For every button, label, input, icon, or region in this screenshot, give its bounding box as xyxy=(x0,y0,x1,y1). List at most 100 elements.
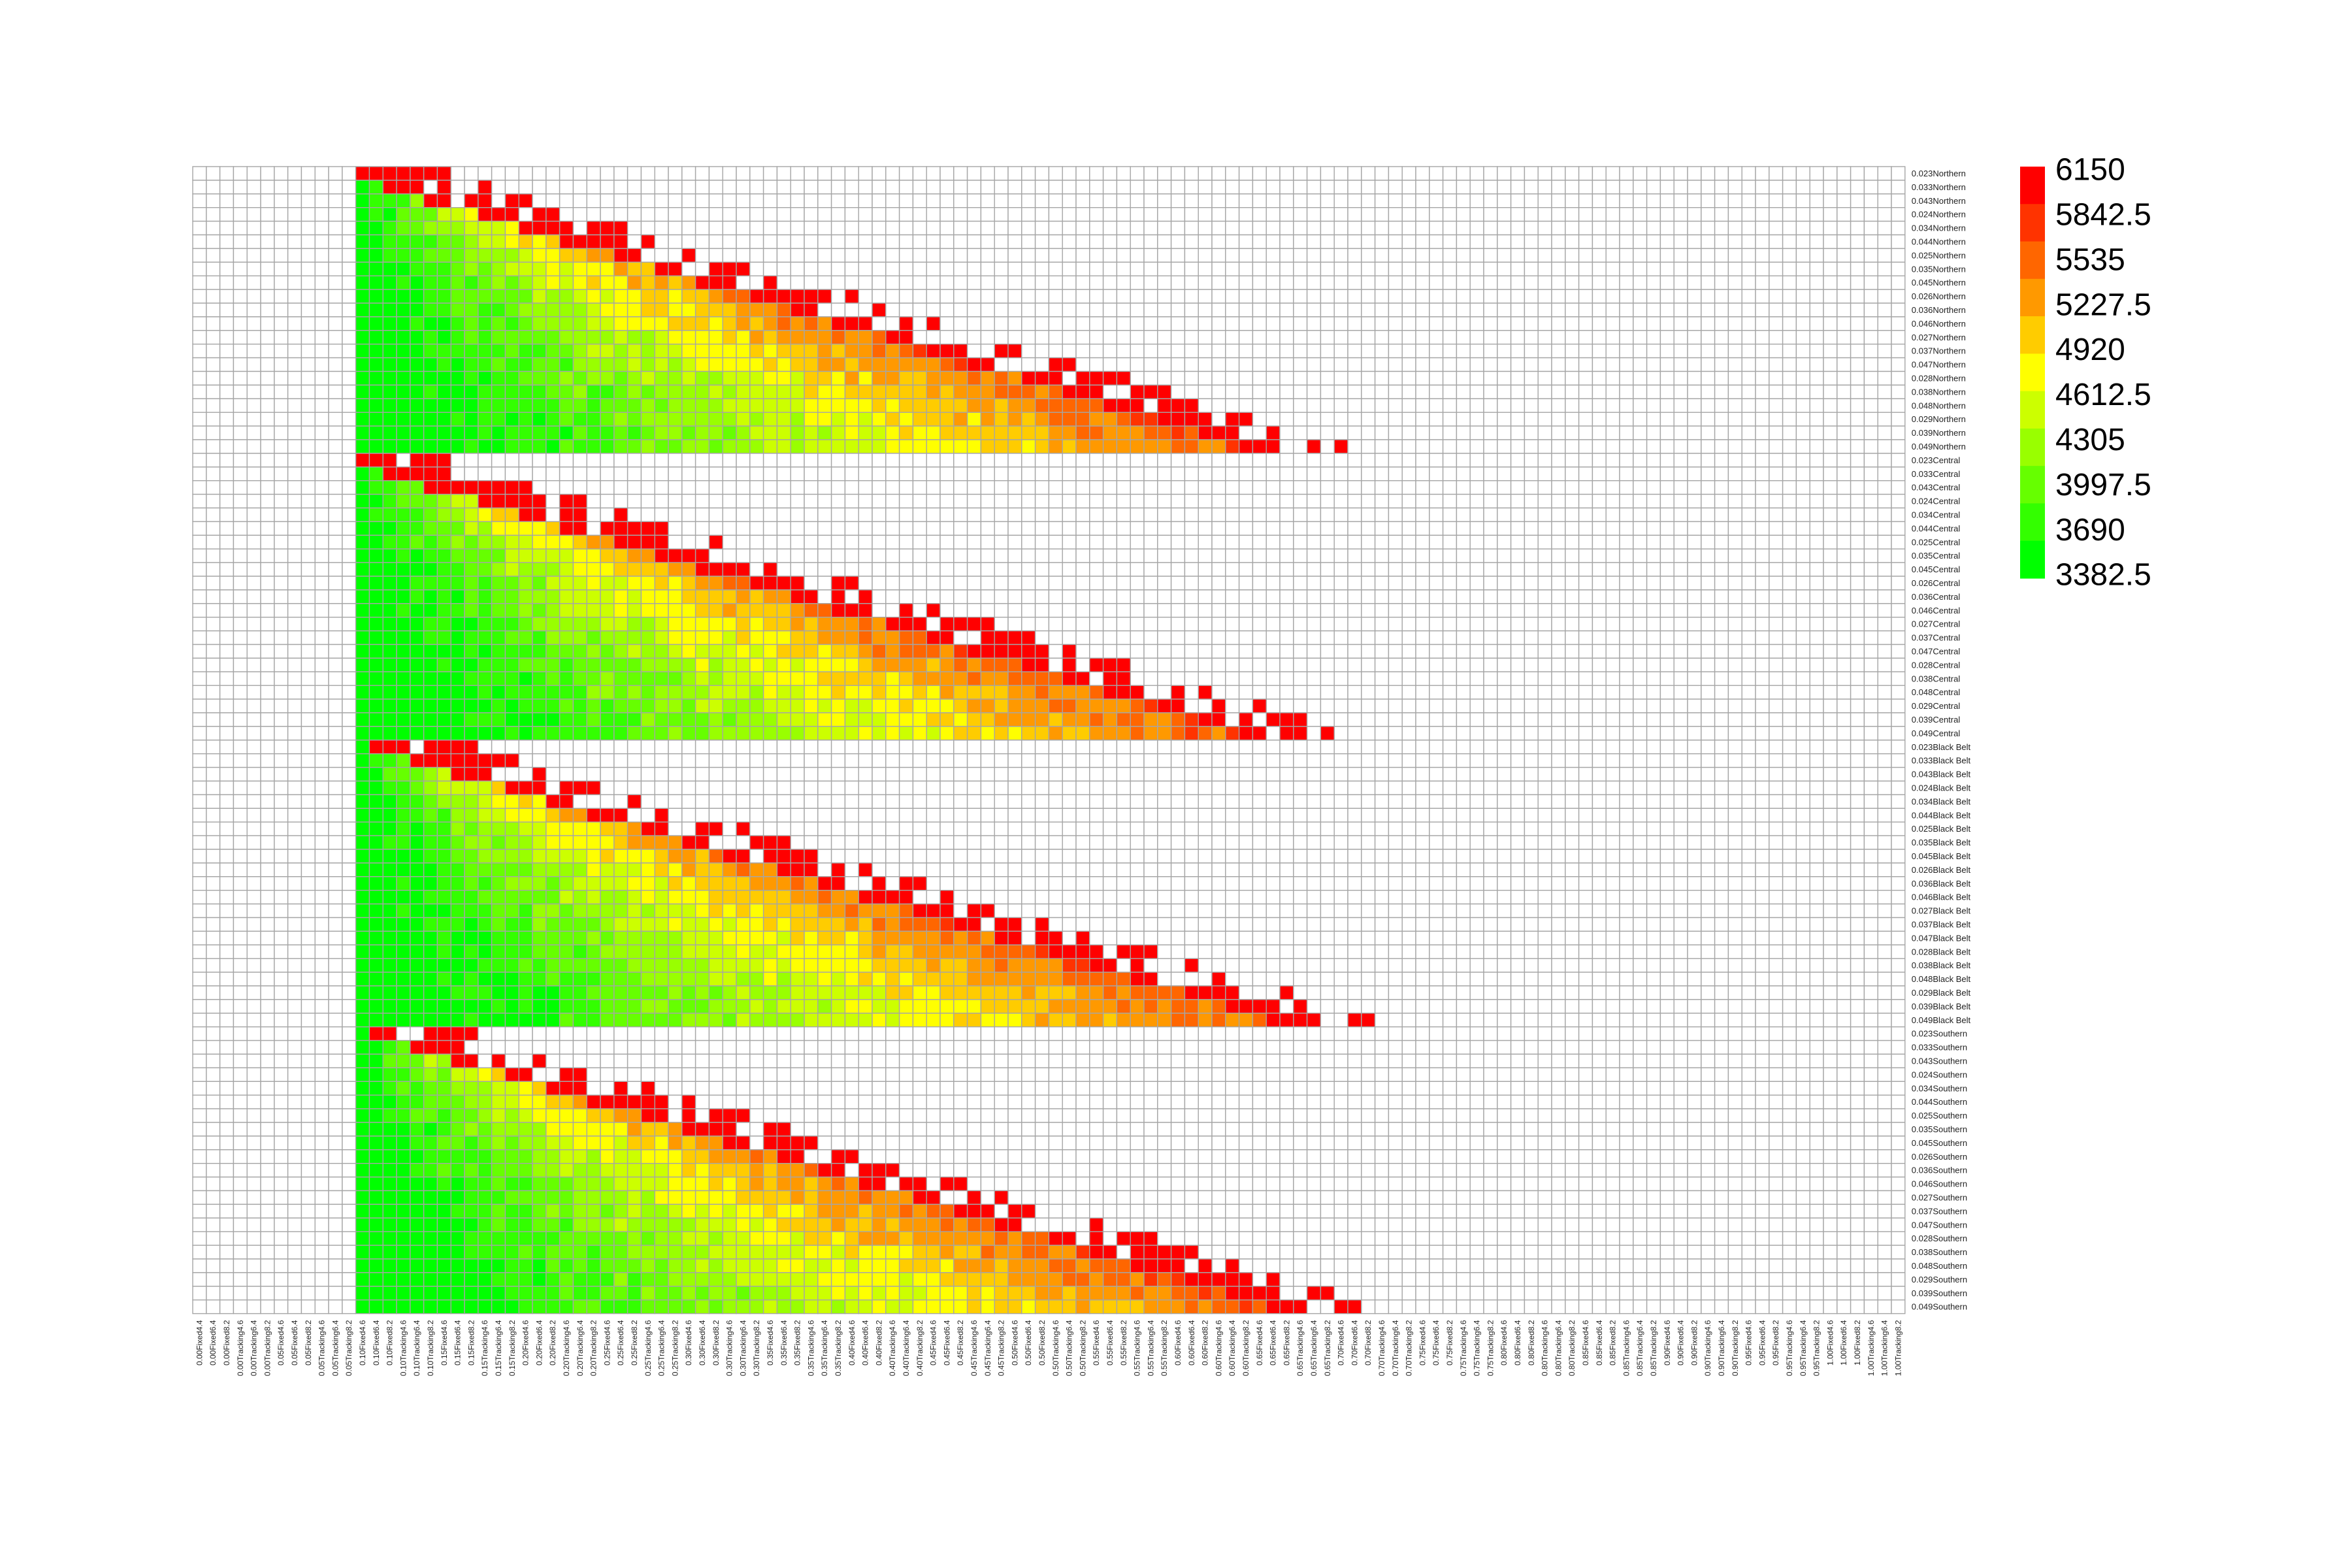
heatmap-cell xyxy=(1238,589,1254,604)
heatmap-cell xyxy=(1062,261,1077,276)
heatmap-cell xyxy=(994,480,1009,495)
heatmap-cell xyxy=(1469,562,1484,577)
heatmap-cell xyxy=(926,439,941,454)
heatmap-cell xyxy=(627,630,642,645)
heatmap-cell xyxy=(885,166,900,181)
heatmap-cell xyxy=(804,534,819,549)
heatmap-cell xyxy=(1809,480,1824,495)
heatmap-cell xyxy=(885,370,900,386)
heatmap-cell xyxy=(1198,234,1213,250)
heatmap-cell xyxy=(1157,493,1172,509)
heatmap-cell xyxy=(1578,302,1593,318)
heatmap-cell xyxy=(1429,234,1444,250)
heatmap-cell xyxy=(804,453,819,468)
heatmap-cell xyxy=(600,698,615,713)
heatmap-cell xyxy=(953,644,968,659)
heatmap-cell xyxy=(939,261,955,276)
heatmap-cell xyxy=(1170,617,1186,632)
heatmap-cell xyxy=(586,166,601,181)
heatmap-cell xyxy=(1769,657,1784,673)
heatmap-cell xyxy=(1075,234,1090,250)
heatmap-cell xyxy=(1524,316,1539,331)
heatmap-cell xyxy=(1755,261,1770,276)
heatmap-cell xyxy=(1130,425,1145,440)
heatmap-cell xyxy=(1659,166,1674,181)
heatmap-cell xyxy=(1619,412,1634,427)
heatmap-cell xyxy=(1266,630,1281,645)
heatmap-cell xyxy=(1388,316,1403,331)
heatmap-cell xyxy=(722,302,737,318)
heatmap-cell xyxy=(1592,234,1607,250)
heatmap-cell xyxy=(668,439,683,454)
heatmap-cell xyxy=(627,275,642,290)
heatmap-cell xyxy=(1701,261,1716,276)
heatmap-cell xyxy=(314,589,329,604)
heatmap-cell xyxy=(478,425,493,440)
heatmap-cell xyxy=(1537,166,1552,181)
heatmap-cell xyxy=(1429,384,1444,400)
heatmap-cell xyxy=(790,562,805,577)
heatmap-cell xyxy=(518,698,533,713)
heatmap-cell xyxy=(342,357,357,372)
heatmap-cell xyxy=(1837,466,1852,482)
heatmap-cell xyxy=(1605,248,1620,263)
heatmap-cell xyxy=(532,316,547,331)
heatmap-cell xyxy=(1497,493,1512,509)
heatmap-cell xyxy=(1266,180,1281,195)
heatmap-cell xyxy=(1823,220,1838,236)
heatmap-cell xyxy=(817,671,832,686)
heatmap-cell xyxy=(790,412,805,427)
heatmap-cell xyxy=(1238,302,1254,318)
heatmap-cell xyxy=(1633,234,1648,250)
heatmap-cell xyxy=(1456,193,1471,208)
heatmap-cell xyxy=(301,534,316,549)
heatmap-cell xyxy=(1388,248,1403,263)
heatmap-cell xyxy=(1633,521,1648,536)
heatmap-cell xyxy=(898,207,914,222)
heatmap-cell xyxy=(762,384,778,400)
heatmap-cell xyxy=(410,466,425,482)
heatmap-cell xyxy=(1659,330,1674,345)
heatmap-cell xyxy=(654,453,669,468)
heatmap-cell xyxy=(1565,630,1580,645)
heatmap-cell xyxy=(355,603,370,618)
heatmap-cell xyxy=(1714,344,1729,359)
heatmap-cell xyxy=(681,316,696,331)
heatmap-cell xyxy=(206,698,221,713)
heatmap-cell xyxy=(1361,248,1376,263)
heatmap-cell xyxy=(776,384,791,400)
heatmap-cell xyxy=(1456,534,1471,549)
heatmap-cell xyxy=(1755,234,1770,250)
heatmap-cell xyxy=(736,220,751,236)
heatmap-cell xyxy=(410,521,425,536)
heatmap-cell xyxy=(491,657,506,673)
heatmap-cell xyxy=(246,370,261,386)
heatmap-cell xyxy=(1537,507,1552,523)
heatmap-cell xyxy=(1510,398,1526,413)
heatmap-cell xyxy=(1198,548,1213,563)
heatmap-cell xyxy=(1143,603,1158,618)
heatmap-cell xyxy=(722,275,737,290)
heatmap-cell xyxy=(1755,275,1770,290)
heatmap-cell xyxy=(1238,344,1254,359)
heatmap-cell xyxy=(1537,289,1552,304)
heatmap-cell xyxy=(1524,412,1539,427)
heatmap-cell xyxy=(1034,425,1050,440)
heatmap-cell xyxy=(1347,357,1362,372)
heatmap-cell xyxy=(830,261,846,276)
heatmap-cell xyxy=(1592,180,1607,195)
heatmap-cell xyxy=(1891,234,1906,250)
heatmap-cell xyxy=(640,370,655,386)
heatmap-cell xyxy=(1701,316,1716,331)
heatmap-cell xyxy=(1143,220,1158,236)
heatmap-cell xyxy=(1646,384,1661,400)
heatmap-cell xyxy=(368,425,384,440)
heatmap-cell xyxy=(410,398,425,413)
heatmap-cell xyxy=(1347,261,1362,276)
heatmap-cell xyxy=(1605,357,1620,372)
heatmap-cell xyxy=(355,289,370,304)
heatmap-cell xyxy=(668,576,683,591)
heatmap-cell xyxy=(1361,630,1376,645)
heatmap-cell xyxy=(804,302,819,318)
heatmap-cell xyxy=(1755,453,1770,468)
